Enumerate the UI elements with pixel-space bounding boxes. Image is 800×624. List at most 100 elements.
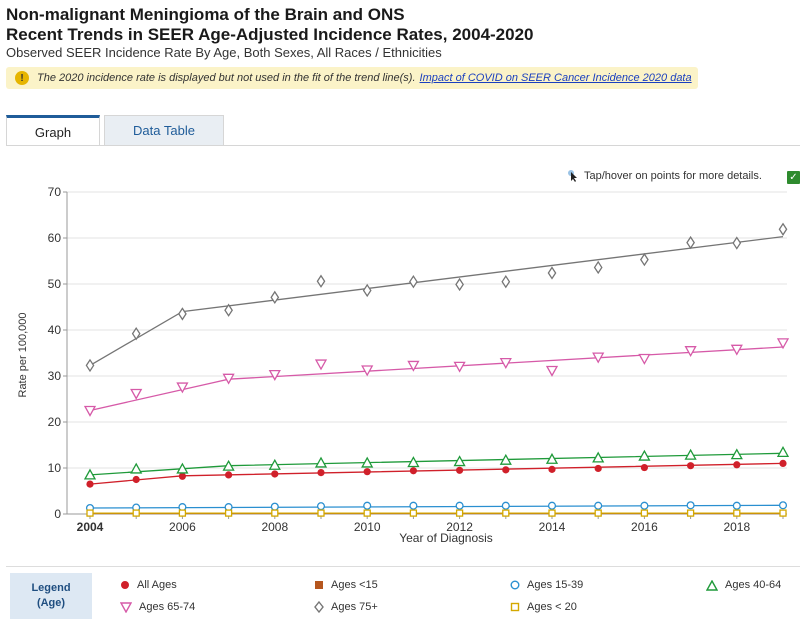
data-point[interactable] (545, 452, 559, 464)
data-point[interactable] (594, 509, 602, 517)
data-point[interactable] (640, 463, 649, 472)
data-point[interactable] (640, 252, 649, 267)
data-point[interactable] (686, 509, 695, 517)
data-point[interactable] (85, 358, 95, 373)
data-point[interactable] (778, 501, 788, 510)
legend-item-ages-65-74[interactable]: Ages 65-74 (120, 601, 195, 613)
data-point[interactable] (409, 509, 418, 517)
data-point[interactable] (453, 455, 466, 467)
data-point[interactable] (132, 475, 140, 484)
legend-item-all-ages[interactable]: All Ages (120, 579, 177, 591)
data-point[interactable] (593, 260, 603, 275)
data-point[interactable] (733, 461, 741, 469)
data-point[interactable] (361, 456, 374, 468)
data-point[interactable] (547, 501, 557, 510)
data-point[interactable] (317, 509, 325, 517)
data-point[interactable] (83, 468, 97, 480)
data-point[interactable] (178, 509, 187, 517)
data-point[interactable] (270, 290, 280, 305)
data-point[interactable] (594, 464, 602, 473)
data-point[interactable] (225, 471, 233, 479)
data-point[interactable] (224, 509, 233, 517)
data-point[interactable] (178, 307, 187, 321)
data-point[interactable] (684, 448, 697, 460)
data-point[interactable] (222, 373, 235, 385)
data-point[interactable] (363, 509, 371, 517)
data-point[interactable] (453, 361, 466, 373)
data-point[interactable] (594, 501, 603, 510)
data-point[interactable] (317, 469, 325, 477)
data-point[interactable] (314, 359, 328, 371)
data-point[interactable] (638, 449, 651, 461)
data-point[interactable] (316, 502, 326, 511)
data-point[interactable] (456, 466, 464, 474)
data-point[interactable] (499, 358, 512, 369)
data-point[interactable] (732, 236, 742, 250)
data-point[interactable] (776, 338, 790, 350)
data-point[interactable] (687, 462, 695, 470)
tab-graph[interactable]: Graph (6, 115, 100, 146)
data-point[interactable] (271, 470, 279, 478)
data-point[interactable] (732, 501, 741, 510)
data-point[interactable] (409, 501, 418, 510)
data-point[interactable] (548, 509, 556, 517)
data-point[interactable] (548, 465, 556, 473)
data-point[interactable] (268, 458, 281, 470)
data-point[interactable] (176, 382, 189, 394)
checkbox-checked-icon[interactable]: ✓ (787, 171, 800, 184)
data-point[interactable] (363, 468, 371, 476)
data-point[interactable] (501, 275, 511, 289)
tab-data-table[interactable]: Data Table (104, 115, 224, 145)
data-point[interactable] (730, 448, 743, 460)
data-point[interactable] (502, 466, 510, 474)
data-point[interactable] (499, 453, 512, 465)
data-point[interactable] (455, 277, 464, 292)
data-point[interactable] (545, 365, 559, 377)
data-point[interactable] (778, 222, 788, 236)
data-point[interactable] (733, 509, 741, 517)
data-point[interactable] (455, 501, 464, 510)
data-point[interactable] (638, 353, 651, 365)
data-point[interactable] (361, 365, 374, 377)
data-point[interactable] (779, 459, 787, 467)
data-point[interactable] (176, 462, 189, 474)
legend-item-ages-40-64[interactable]: Ages 40-64 (706, 579, 781, 591)
data-point[interactable] (362, 283, 372, 298)
data-point[interactable] (640, 501, 649, 510)
data-point[interactable] (314, 456, 328, 468)
data-point[interactable] (592, 451, 605, 463)
data-point[interactable] (178, 472, 186, 480)
data-point[interactable] (501, 501, 510, 510)
data-point[interactable] (502, 509, 510, 517)
data-point[interactable] (131, 326, 141, 341)
legend-item-ages-under-15[interactable]: Ages <15 (314, 579, 378, 591)
data-point[interactable] (222, 459, 235, 471)
data-point[interactable] (132, 509, 140, 517)
data-point[interactable] (86, 480, 94, 488)
data-point[interactable] (686, 235, 695, 250)
data-point[interactable] (130, 462, 143, 474)
covid-impact-link[interactable]: Impact of COVID on SEER Cancer Incidence… (419, 72, 692, 84)
data-point[interactable] (684, 346, 697, 358)
data-point[interactable] (640, 509, 649, 517)
data-point[interactable] (224, 303, 233, 317)
legend-item-ages-15-39[interactable]: Ages 15-39 (510, 579, 583, 591)
legend-item-ages-75-plus[interactable]: Ages 75+ (314, 601, 378, 613)
data-point[interactable] (686, 501, 695, 510)
data-point[interactable] (409, 275, 418, 289)
data-point[interactable] (407, 456, 420, 468)
data-point[interactable] (268, 369, 281, 381)
data-point[interactable] (130, 388, 143, 400)
data-point[interactable] (455, 509, 464, 517)
data-point[interactable] (547, 266, 557, 280)
data-point[interactable] (776, 446, 790, 458)
data-point[interactable] (270, 502, 279, 511)
data-point[interactable] (316, 274, 326, 288)
data-point[interactable] (409, 467, 417, 475)
data-point[interactable] (779, 509, 787, 517)
data-point[interactable] (407, 360, 420, 372)
data-point[interactable] (83, 405, 97, 417)
data-point[interactable] (363, 501, 372, 510)
legend-item-ages-under-20[interactable]: Ages < 20 (510, 601, 577, 613)
data-point[interactable] (592, 352, 605, 364)
